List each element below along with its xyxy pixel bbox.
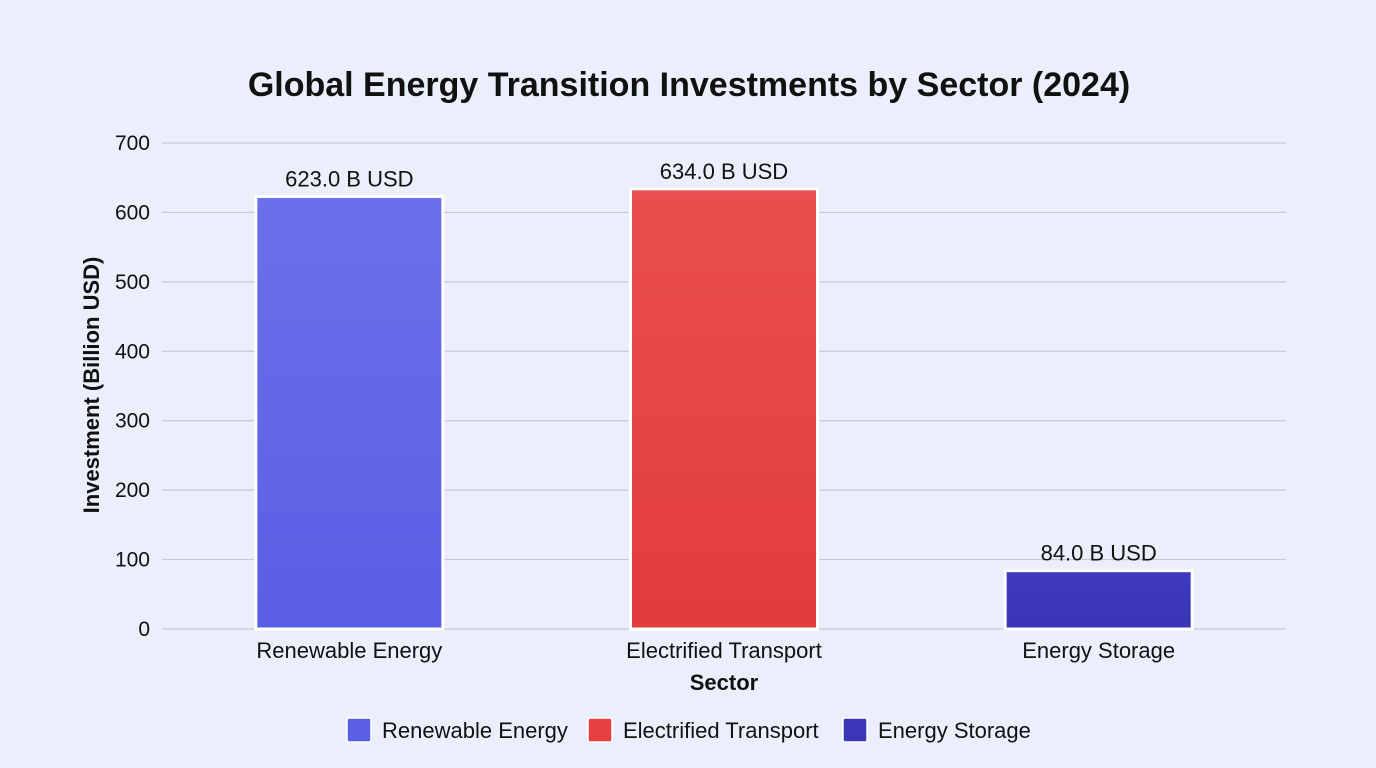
x-tick-label: Energy Storage [1022, 638, 1175, 663]
y-tick-label: 400 [115, 340, 150, 363]
legend-label: Energy Storage [878, 718, 1031, 743]
x-axis-title: Sector [690, 670, 759, 695]
legend-swatch [587, 717, 613, 743]
bar-value-label: 623.0 B USD [285, 166, 413, 191]
legend: Renewable Energy Electrified Transport Ene… [346, 717, 1031, 743]
legend-swatch [346, 717, 372, 743]
bar-electrified-transport: 634.0 B USD [629, 159, 819, 631]
x-axis-ticks: Renewable Energy Electrified Transport Ene… [256, 638, 1175, 663]
bars: 623.0 B USD 634.0 B USD 84.0 B USD [254, 159, 1194, 631]
chart-title: Global Energy Transition Investments by … [248, 66, 1130, 104]
y-tick-label: 500 [115, 271, 150, 294]
y-tick-label: 100 [115, 549, 150, 572]
bar-value-label: 84.0 B USD [1041, 541, 1157, 566]
x-tick-label: Electrified Transport [626, 638, 822, 663]
legend-swatch [842, 717, 868, 743]
bar [1003, 569, 1194, 631]
y-tick-label: 200 [115, 479, 150, 502]
legend-item: Electrified Transport [587, 717, 819, 743]
y-tick-label: 300 [115, 410, 150, 433]
y-tick-label: 600 [115, 201, 150, 224]
bar-energy-storage: 84.0 B USD [1003, 541, 1194, 631]
legend-label: Renewable Energy [382, 718, 568, 743]
bar-renewable-energy: 623.0 B USD [254, 166, 445, 631]
x-tick-label: Renewable Energy [256, 638, 442, 663]
y-axis-title: Investment (Billion USD) [79, 257, 104, 514]
legend-item: Energy Storage [842, 717, 1031, 743]
bar-value-label: 634.0 B USD [660, 159, 788, 184]
legend-label: Electrified Transport [623, 718, 819, 743]
bar [629, 187, 819, 631]
y-tick-label: 700 [115, 132, 150, 155]
bar [254, 194, 445, 631]
y-tick-label: 0 [138, 618, 150, 641]
legend-item: Renewable Energy [346, 717, 568, 743]
y-axis-ticks: 0 100 200 300 400 500 600 700 [115, 132, 150, 641]
